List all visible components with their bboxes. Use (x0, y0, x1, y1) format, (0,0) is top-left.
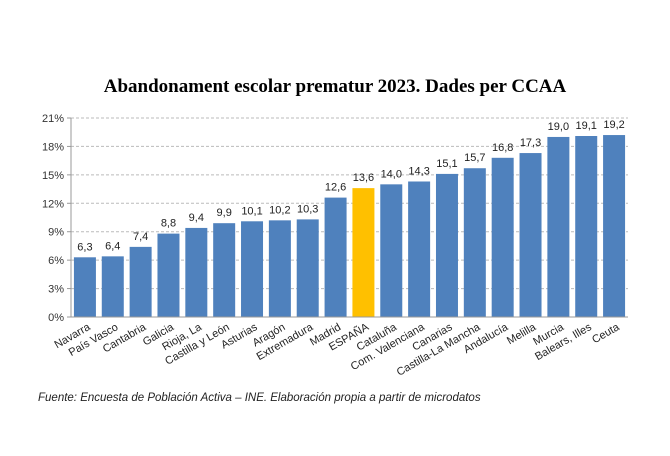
bar (101, 256, 124, 317)
data-label: 16,8 (492, 142, 513, 154)
y-tick-label: 15% (42, 170, 64, 182)
data-label: 10,3 (297, 203, 318, 215)
bar (519, 153, 542, 317)
bar (268, 220, 291, 317)
data-label: 14,3 (408, 165, 429, 177)
data-label: 10,1 (241, 205, 262, 217)
bar (157, 233, 180, 317)
data-label: 6,4 (105, 240, 120, 252)
data-label: 12,6 (325, 182, 346, 194)
data-label: 8,8 (161, 218, 176, 230)
chart-title: Abandonament escolar prematur 2023. Dade… (103, 76, 567, 97)
data-label: 9,4 (189, 212, 204, 224)
y-tick-label: 3% (48, 284, 64, 296)
bar (435, 173, 458, 317)
bar (603, 135, 626, 317)
x-tick-label: Ceuta (590, 321, 622, 347)
bar (73, 257, 96, 317)
y-tick-label: 12% (42, 198, 64, 210)
bar (185, 227, 208, 317)
data-label: 9,9 (217, 207, 232, 219)
data-label: 10,2 (269, 204, 290, 216)
bar (241, 221, 264, 317)
bar (324, 197, 347, 317)
data-label: 7,4 (133, 231, 148, 243)
bar (352, 188, 375, 317)
data-label: 6,3 (77, 241, 92, 253)
data-label: 15,1 (436, 158, 457, 170)
bar (575, 136, 598, 317)
bar (463, 168, 486, 317)
chart-source: Fuente: Encuesta de Población Activa – I… (38, 392, 481, 404)
bar (547, 136, 570, 317)
data-label: 19,1 (576, 120, 597, 132)
bar (380, 184, 403, 317)
bar (129, 246, 152, 317)
bar (491, 157, 514, 317)
y-tick-label: 21% (42, 113, 64, 125)
y-tick-label: 0% (48, 312, 64, 324)
bar (408, 181, 431, 317)
bar (213, 223, 236, 317)
y-tick-label: 6% (48, 255, 64, 267)
data-label: 19,0 (548, 121, 569, 133)
data-label: 14,0 (381, 168, 402, 180)
data-label: 15,7 (464, 152, 485, 164)
y-tick-label: 18% (42, 141, 64, 153)
bar (296, 219, 319, 317)
y-tick-label: 9% (48, 227, 64, 239)
data-label: 13,6 (353, 172, 374, 184)
data-label: 19,2 (603, 119, 624, 131)
data-label: 17,3 (520, 137, 541, 149)
